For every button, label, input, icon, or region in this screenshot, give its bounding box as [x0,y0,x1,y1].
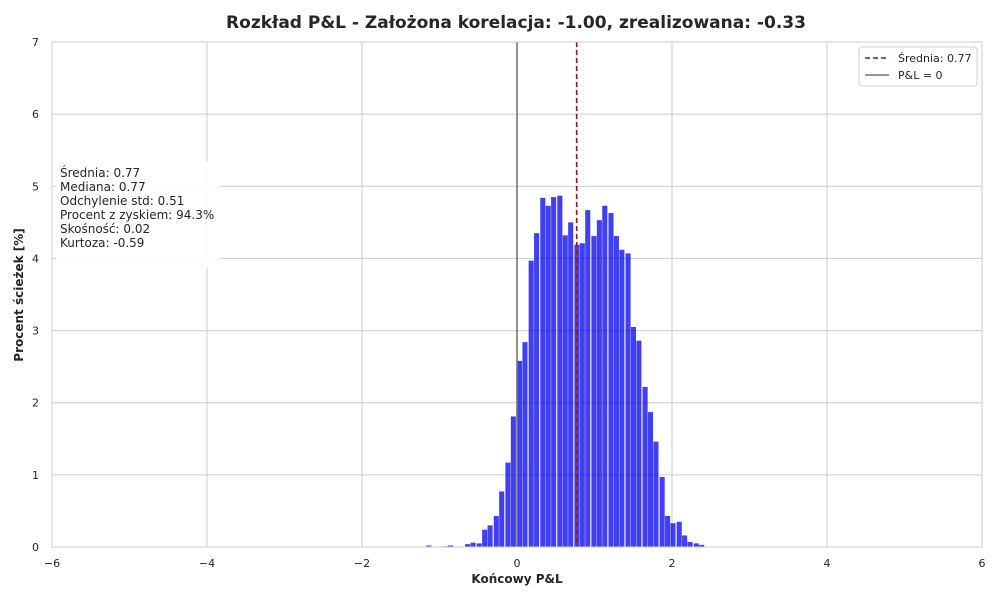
histogram-bar [557,195,563,547]
x-axis-label: Końcowy P&L [471,572,563,586]
histogram-bar [470,542,476,547]
legend-box [858,46,978,87]
histogram-bar [517,360,523,547]
legend-zero-label: P&L = 0 [898,69,943,82]
reference-lines [516,42,578,547]
histogram-bar [625,253,631,547]
histogram-bar [585,210,591,548]
histogram-bar [528,260,534,547]
legend-mean-label: Średnia: 0.77 [898,52,971,65]
plot-frame [51,41,983,548]
x-tick-label: 2 [669,557,676,570]
histogram-bar [630,326,637,547]
x-tick-label: −4 [199,557,215,570]
legend: Średnia: 0.77 P&L = 0 [858,46,978,87]
x-axis-ticks: −6 −4 −2 0 2 4 6 [44,557,986,570]
y-tick-label: 7 [32,36,39,49]
y-tick-label: 2 [32,397,39,410]
y-tick-label: 4 [32,252,39,265]
stats-skewness: Skośność: 0.02 [60,222,150,236]
histogram-bar [642,386,648,547]
histogram-bar [653,441,659,547]
histogram-bar [505,462,511,547]
y-tick-label: 3 [32,325,39,338]
histogram-bar [579,243,585,547]
histogram-bar [534,233,540,547]
x-tick-label: 4 [824,557,831,570]
chart-title: Rozkład P&L - Założona korelacja: -1.00,… [226,13,806,33]
histogram-bar [448,545,454,547]
histogram-bar [568,222,574,547]
histogram-bar [596,220,602,547]
histogram-bar [636,340,642,547]
histogram-bar [476,543,482,547]
histogram-bar [551,197,557,547]
histogram-bar [540,197,546,548]
x-tick-label: 0 [514,557,521,570]
histogram-bar [482,529,488,547]
histogram-bar [522,342,528,547]
histogram-bar [608,212,614,547]
histogram-bar [670,523,676,547]
y-tick-label: 5 [32,180,39,193]
histogram-bar [499,491,505,547]
stats-profit-percent: Procent z zyskiem: 94.3% [60,208,214,222]
histogram-bar [487,525,493,547]
histogram-bar [693,543,699,547]
histogram-bar [426,545,432,547]
histogram-bar [562,235,568,548]
histogram-bar [493,515,499,547]
histogram-bar [665,515,671,547]
histogram-bar [687,541,693,547]
x-tick-label: −6 [44,557,60,570]
stats-median: Mediana: 0.77 [60,180,146,194]
histogram-bar [699,544,705,547]
stats-kurtosis: Kurtoza: -0.59 [60,236,144,250]
histogram-bar [613,236,619,548]
x-tick-label: 6 [979,557,986,570]
histogram-bar [676,521,682,547]
x-tick-label: −2 [354,557,370,570]
histogram-bar [602,205,608,547]
stats-box: Średnia: 0.77 Mediana: 0.77 Odchylenie s… [56,162,220,268]
histogram-bar [659,477,665,547]
stats-std: Odchylenie std: 0.51 [60,194,184,208]
histogram-bar [465,544,471,547]
histogram-bar [647,412,654,547]
y-tick-label: 1 [32,469,39,482]
y-axis-label: Procent ścieżek [%] [12,228,26,361]
stats-box-background [56,162,220,268]
stats-mean: Średnia: 0.77 [60,165,140,180]
histogram-bar [545,205,551,547]
histogram-bar [682,535,688,547]
histogram-bar [510,416,516,547]
histogram-bar [619,249,625,547]
y-tick-label: 0 [32,541,39,554]
histogram-bar [591,236,597,548]
y-tick-label: 6 [32,108,39,121]
histogram-bars [426,195,705,548]
y-axis-ticks: 0 1 2 3 4 5 6 7 [32,36,39,554]
